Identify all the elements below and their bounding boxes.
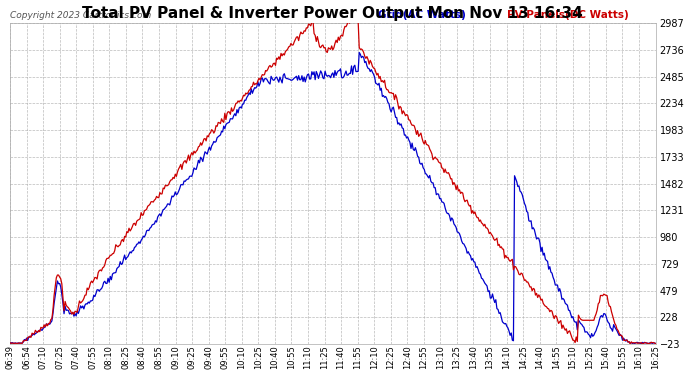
Text: Copyright 2023 Cartronics.com: Copyright 2023 Cartronics.com <box>10 11 151 20</box>
Title: Total PV Panel & Inverter Power Output Mon Nov 13 16:34: Total PV Panel & Inverter Power Output M… <box>82 6 583 21</box>
Text: PV Panels(DC Watts): PV Panels(DC Watts) <box>507 10 629 20</box>
Text: Grid(AC Watts): Grid(AC Watts) <box>378 10 466 20</box>
